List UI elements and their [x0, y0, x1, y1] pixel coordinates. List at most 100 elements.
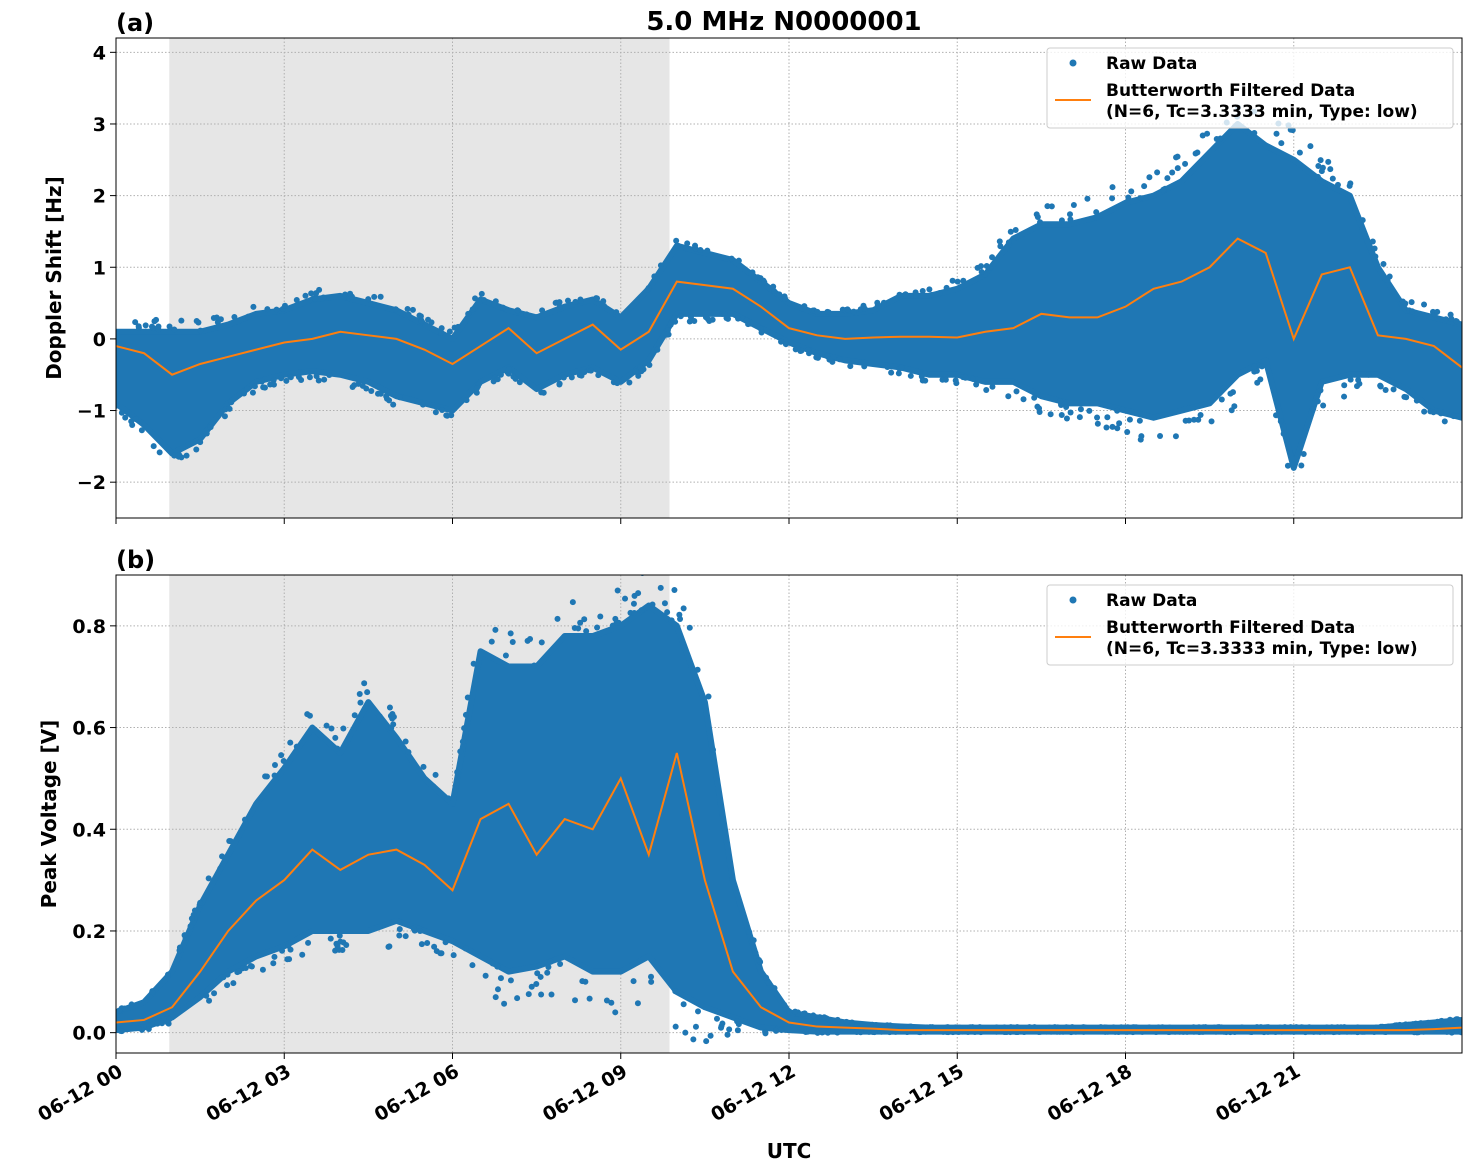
raw-data-point — [118, 409, 125, 416]
raw-data-point — [1347, 376, 1354, 383]
raw-data-point — [703, 1038, 710, 1045]
raw-data-point — [962, 374, 969, 381]
raw-data-point — [794, 345, 801, 352]
raw-data-point — [1182, 417, 1189, 424]
raw-data-point — [857, 1028, 864, 1035]
raw-data-point — [996, 238, 1003, 245]
raw-data-point — [762, 1029, 769, 1036]
raw-data-point — [575, 625, 582, 632]
raw-data-point — [1103, 424, 1110, 431]
raw-data-point — [523, 311, 530, 318]
raw-data-point — [132, 319, 139, 326]
raw-data-point — [1434, 308, 1441, 315]
raw-data-point — [1337, 1024, 1344, 1031]
raw-data-point — [334, 943, 341, 950]
x-tick-label: 06-12 09 — [539, 1060, 631, 1126]
raw-data-point — [428, 319, 435, 326]
raw-data-point — [952, 377, 959, 384]
raw-data-point — [1174, 165, 1181, 172]
raw-data-point — [455, 323, 462, 330]
x-tick-label: 06-12 15 — [875, 1060, 967, 1126]
raw-data-point — [516, 379, 523, 386]
raw-data-point — [193, 317, 200, 324]
raw-data-point — [824, 1029, 831, 1036]
raw-data-point — [505, 366, 512, 373]
legend-box — [1046, 584, 1454, 666]
raw-data-point — [1287, 1024, 1294, 1031]
raw-data-point — [418, 941, 425, 948]
panel-voltage: 06-12 00 06-12 03 06-12 06 06-12 09 06-12 12… — [34, 546, 1463, 1126]
raw-data-point — [884, 363, 891, 370]
raw-data-point — [128, 1001, 135, 1008]
raw-data-point — [680, 1001, 687, 1008]
raw-data-point — [544, 969, 551, 976]
raw-data-point — [630, 978, 637, 985]
raw-data-point — [154, 1020, 161, 1027]
raw-data-point — [259, 966, 266, 973]
raw-data-point — [960, 277, 967, 284]
raw-data-point — [409, 306, 416, 313]
raw-data-point — [886, 1029, 893, 1036]
raw-data-point — [805, 346, 812, 353]
raw-data-point — [1046, 1024, 1053, 1031]
raw-data-point — [810, 1012, 817, 1019]
raw-data-point — [224, 982, 231, 989]
raw-data-point — [1390, 386, 1397, 393]
raw-data-point — [735, 315, 742, 322]
raw-data-point — [1169, 169, 1176, 176]
legend: Raw Data Butterworth Filtered Data(N=6, T… — [1046, 47, 1454, 129]
raw-data-point — [507, 630, 514, 637]
raw-data-point — [285, 942, 292, 949]
raw-data-point — [1413, 397, 1420, 404]
raw-data-point — [359, 382, 366, 389]
raw-data-point — [1063, 403, 1070, 410]
raw-data-point — [432, 409, 439, 416]
raw-data-point — [443, 412, 450, 419]
raw-data-point — [902, 291, 909, 298]
raw-data-point — [746, 929, 753, 936]
raw-data-point — [320, 294, 327, 301]
raw-data-point — [778, 1027, 785, 1034]
raw-data-point — [648, 973, 655, 980]
raw-data-point — [735, 1021, 742, 1028]
raw-data-point — [649, 601, 656, 608]
raw-data-point — [488, 638, 495, 645]
x-tick-label: 06-12 18 — [1044, 1060, 1136, 1126]
plot-area — [116, 104, 1462, 471]
raw-data-point — [675, 242, 682, 249]
raw-data-point — [148, 323, 155, 330]
legend: Raw Data Butterworth Filtered Data(N=6, T… — [1046, 584, 1454, 666]
raw-data-point — [340, 725, 347, 732]
raw-data-point — [1329, 175, 1336, 182]
y-tick-label: 4 — [93, 42, 106, 64]
raw-data-point — [786, 1008, 793, 1015]
raw-data-point — [942, 376, 949, 383]
raw-data-point — [1173, 154, 1180, 161]
raw-data-point — [323, 722, 330, 729]
raw-data-point — [494, 963, 501, 970]
raw-data-point — [410, 925, 417, 932]
raw-data-point — [976, 1024, 983, 1031]
raw-data-point — [438, 329, 445, 336]
raw-data-point — [1278, 140, 1285, 147]
raw-data-point — [494, 376, 501, 383]
raw-data-point — [1034, 213, 1041, 220]
raw-data-point — [728, 255, 735, 262]
raw-data-point — [1063, 415, 1070, 422]
legend-raw-marker — [1069, 59, 1077, 67]
x-tick-label: 06-12 00 — [34, 1060, 126, 1126]
raw-data-point — [1265, 1024, 1272, 1031]
raw-data-point — [895, 370, 902, 377]
raw-data-point — [597, 613, 604, 620]
raw-data-point — [385, 943, 392, 950]
raw-data-point — [1137, 436, 1144, 443]
raw-data-point — [1066, 211, 1073, 218]
raw-data-point — [1214, 1024, 1221, 1031]
raw-data-point — [149, 989, 156, 996]
raw-data-point — [954, 278, 961, 285]
raw-data-point — [887, 1022, 894, 1029]
raw-data-point — [1354, 1024, 1361, 1031]
raw-data-point — [1164, 175, 1171, 182]
raw-data-point — [630, 600, 637, 607]
raw-data-point — [1377, 383, 1384, 390]
